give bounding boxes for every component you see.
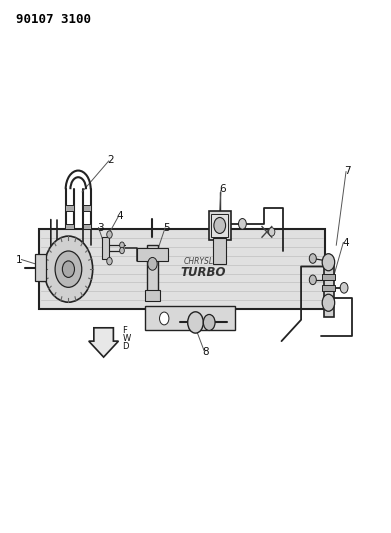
Bar: [39, 229, 325, 309]
Text: 4: 4: [117, 211, 123, 221]
Circle shape: [214, 217, 226, 233]
Bar: [321, 274, 335, 280]
Circle shape: [188, 312, 203, 333]
Circle shape: [203, 314, 215, 330]
Text: F: F: [122, 326, 127, 335]
Bar: [145, 306, 235, 330]
Circle shape: [120, 247, 124, 254]
Polygon shape: [89, 328, 118, 357]
Circle shape: [44, 236, 93, 302]
Text: 5: 5: [163, 223, 170, 233]
Bar: [213, 238, 226, 264]
Text: 2: 2: [108, 155, 114, 165]
Bar: [65, 205, 74, 211]
Bar: [83, 205, 91, 211]
Bar: [137, 248, 168, 261]
Bar: [35, 254, 46, 281]
Circle shape: [120, 242, 124, 248]
Circle shape: [269, 228, 275, 236]
Circle shape: [239, 219, 246, 229]
Bar: [83, 224, 91, 229]
Circle shape: [322, 294, 335, 311]
Circle shape: [340, 282, 348, 293]
Circle shape: [107, 257, 112, 265]
Text: 6: 6: [220, 184, 226, 194]
Circle shape: [148, 257, 157, 270]
Bar: [102, 237, 109, 259]
Text: TURBO: TURBO: [181, 266, 226, 279]
Bar: [209, 211, 231, 240]
Circle shape: [160, 312, 169, 325]
Circle shape: [309, 254, 316, 263]
Text: 8: 8: [203, 347, 209, 357]
Circle shape: [55, 251, 82, 287]
Text: 4: 4: [342, 238, 349, 247]
Text: W: W: [122, 334, 131, 343]
Bar: [324, 264, 334, 317]
Text: 90107 3100: 90107 3100: [16, 13, 91, 26]
Bar: [147, 245, 158, 293]
Circle shape: [322, 254, 335, 271]
Circle shape: [107, 231, 112, 238]
Text: D: D: [122, 342, 129, 351]
Circle shape: [62, 261, 74, 278]
Text: 1: 1: [16, 255, 22, 264]
Circle shape: [309, 275, 316, 285]
Bar: [211, 214, 228, 237]
Text: 7: 7: [344, 166, 351, 175]
Text: 3: 3: [97, 223, 104, 232]
Bar: [65, 224, 74, 229]
Text: CHRYSLER: CHRYSLER: [183, 257, 223, 265]
Bar: [145, 290, 160, 301]
Bar: [321, 285, 335, 291]
